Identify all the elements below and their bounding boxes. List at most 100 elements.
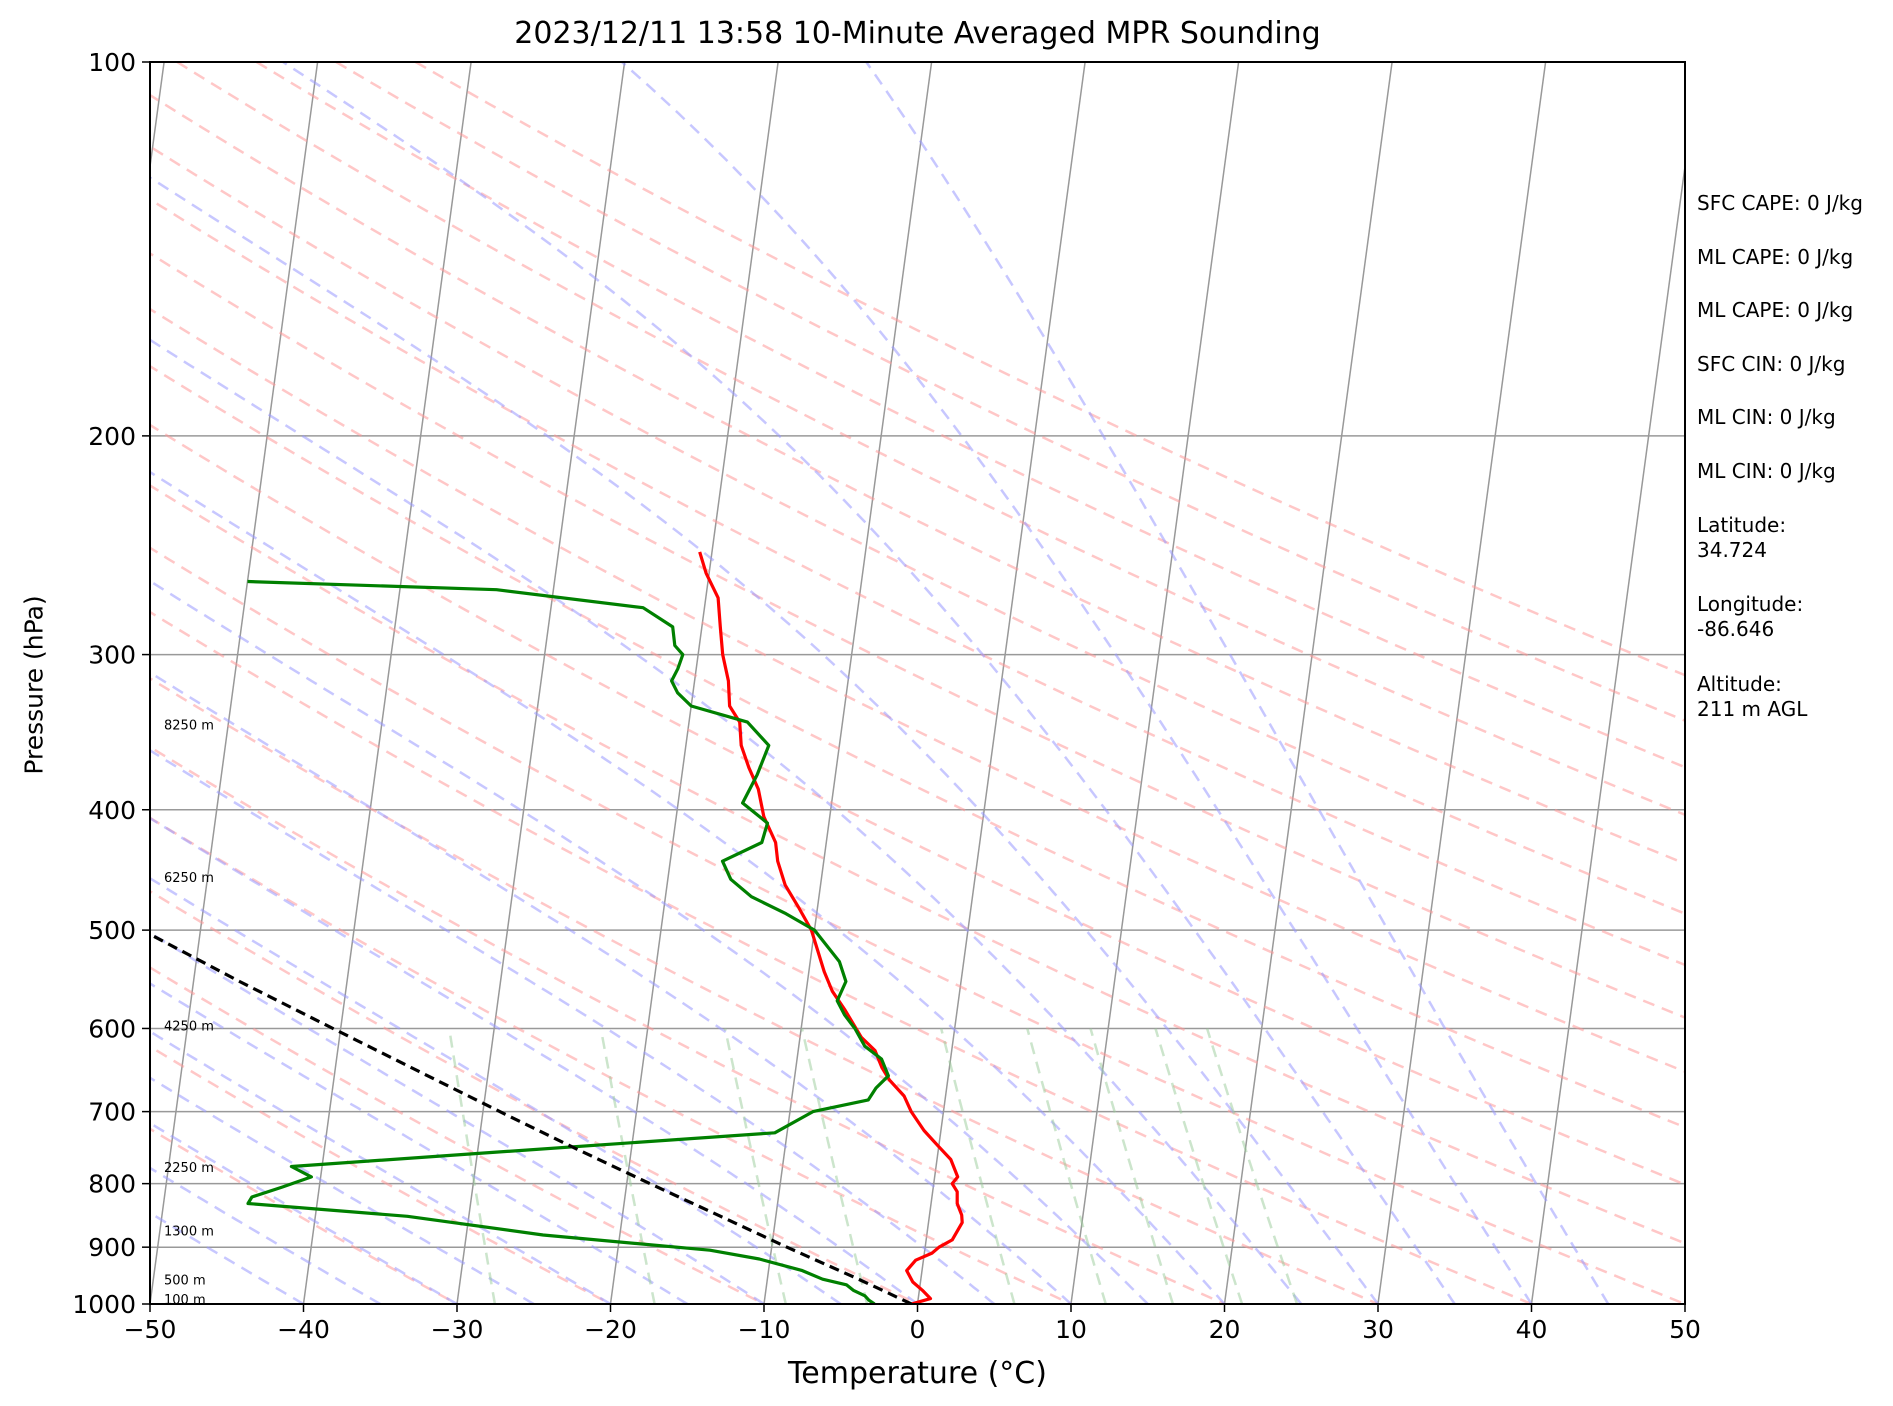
isotherm-line xyxy=(456,62,626,1304)
sfc-cape-label: SFC CAPE: 0 J/kg xyxy=(1697,191,1863,215)
x-tick-label: −40 xyxy=(277,1315,330,1344)
mixing-ratio-line xyxy=(800,1028,869,1304)
background-lines xyxy=(0,62,1685,1304)
isotherm-line xyxy=(302,62,472,1304)
altitude-info: Altitude: 211 m AGL xyxy=(1697,672,1807,722)
x-tick-label: 20 xyxy=(1209,1315,1241,1344)
latitude-label: Latitude: xyxy=(1697,513,1787,537)
dry-adiabat-line xyxy=(150,546,1685,1304)
x-tick-label: −10 xyxy=(738,1315,791,1344)
moist-adiabat-line xyxy=(150,338,1303,1304)
ml-cin-label: ML CIN: 0 J/kg xyxy=(1697,405,1836,429)
isotherm-line xyxy=(763,62,933,1304)
mixing-ratio-line xyxy=(1154,1028,1244,1304)
chart-title: 2023/12/11 13:58 10-Minute Averaged MPR … xyxy=(514,16,1321,51)
mixing-ratio-line xyxy=(447,1028,497,1304)
height-label: 8250 m xyxy=(164,718,214,733)
dry-adiabat-line xyxy=(150,93,1685,865)
height-label: 100 m xyxy=(164,1293,206,1308)
longitude-info: Longitude: -86.646 xyxy=(1697,592,1803,642)
moist-adiabat-line xyxy=(150,931,765,1304)
longitude-label: Longitude: xyxy=(1697,592,1804,616)
dry-adiabat-line xyxy=(150,676,1379,1304)
height-label: 4250 m xyxy=(164,1020,214,1035)
x-axis-label: Temperature (°C) xyxy=(788,1356,1047,1391)
y-tick-label: 800 xyxy=(88,1170,136,1199)
dry-adiabat-line xyxy=(150,1045,612,1304)
mixing-ratio-line xyxy=(1089,1028,1175,1304)
moist-adiabat-line xyxy=(150,816,919,1304)
moist-adiabat-line xyxy=(150,470,1226,1304)
sfc-cin-label: SFC CIN: 0 J/kg xyxy=(1697,352,1846,376)
moist-adiabat-line xyxy=(150,176,1380,1304)
dry-adiabat-line xyxy=(150,423,1685,1186)
longitude-value: -86.646 xyxy=(1697,617,1775,641)
isotherm-line xyxy=(150,62,319,1304)
mixing-ratio-line xyxy=(1205,1028,1299,1304)
height-label: 500 m xyxy=(164,1273,206,1288)
height-labels: 8250 m 6250 m 4250 m 2250 m 1300 m 500 m 100 m xyxy=(164,718,214,1308)
isotherm-line xyxy=(0,62,11,1304)
ml-cape-label: ML CAPE: 0 J/kg xyxy=(1697,245,1854,269)
moist-adiabat-line xyxy=(150,982,688,1304)
dry-adiabat-line xyxy=(255,62,1685,769)
dry-adiabat-line xyxy=(150,484,1685,1245)
dry-adiabat-line xyxy=(150,252,1685,1019)
isotherm-line xyxy=(1530,160,1685,1304)
height-label: 6250 m xyxy=(164,871,214,886)
moist-adiabat-line xyxy=(150,1211,305,1304)
parcel-path-line xyxy=(150,932,913,1304)
y-tick-label: 300 xyxy=(88,641,136,670)
dry-adiabat-line xyxy=(150,197,1685,967)
x-tick-label: −30 xyxy=(431,1315,484,1344)
x-tick-label: 0 xyxy=(910,1315,926,1344)
x-tick-label: 30 xyxy=(1362,1315,1394,1344)
x-tick-label: −20 xyxy=(584,1315,637,1344)
ml-cape-label-2: ML CAPE: 0 J/kg xyxy=(1697,298,1854,322)
y-tick-label: 700 xyxy=(88,1098,136,1127)
altitude-label: Altitude: xyxy=(1697,672,1782,696)
latitude-info: Latitude: 34.724 xyxy=(1697,513,1786,563)
dry-adiabat-line xyxy=(150,610,1532,1304)
temperature-line xyxy=(698,551,964,1304)
mixing-ratio-line xyxy=(939,1028,1016,1304)
ml-cin-label-2: ML CIN: 0 J/kg xyxy=(1697,459,1836,483)
isotherm-line xyxy=(1377,62,1547,1304)
moist-adiabat-line xyxy=(865,62,1610,1304)
moist-adiabat-line xyxy=(150,1166,381,1304)
y-tick-label: 100 xyxy=(88,48,136,77)
latitude-value: 34.724 xyxy=(1697,538,1767,562)
height-label: 2250 m xyxy=(164,1161,214,1176)
dry-adiabat-line xyxy=(150,307,1685,1074)
y-axis-label: Pressure (hPa) xyxy=(19,595,49,775)
height-label: 1300 m xyxy=(164,1224,214,1239)
dry-adiabat-line xyxy=(150,889,919,1304)
dewpoint-line xyxy=(246,579,890,1304)
y-tick-label: 900 xyxy=(88,1233,136,1262)
mixing-ratio-line xyxy=(1026,1028,1107,1304)
y-tick-label: 200 xyxy=(88,422,136,451)
y-tick-label: 500 xyxy=(88,916,136,945)
altitude-value: 211 m AGL xyxy=(1697,697,1808,721)
y-tick-label: 1000 xyxy=(72,1290,136,1319)
x-tick-label: −50 xyxy=(124,1315,177,1344)
moist-adiabat-line xyxy=(150,671,1072,1304)
dry-adiabat-line xyxy=(150,145,1685,915)
y-tick-label: 600 xyxy=(88,1015,136,1044)
isotherm-line xyxy=(1070,62,1240,1304)
dry-adiabat-line xyxy=(150,364,1685,1129)
data-lines xyxy=(150,551,964,1304)
isotherm-line xyxy=(916,62,1086,1304)
x-tick-label: 40 xyxy=(1516,1315,1548,1344)
mixing-ratio-line xyxy=(723,1028,788,1304)
isotherm-line xyxy=(609,62,779,1304)
dry-adiabat-line xyxy=(150,816,1072,1304)
moist-adiabat-line xyxy=(150,579,1149,1304)
mixing-ratio-line xyxy=(599,1028,656,1304)
dry-adiabat-line xyxy=(176,62,1685,817)
y-tick-label: 400 xyxy=(88,796,136,825)
dry-adiabat-line xyxy=(335,62,1685,723)
x-tick-label: 50 xyxy=(1669,1315,1701,1344)
isotherm-line xyxy=(1223,62,1393,1304)
